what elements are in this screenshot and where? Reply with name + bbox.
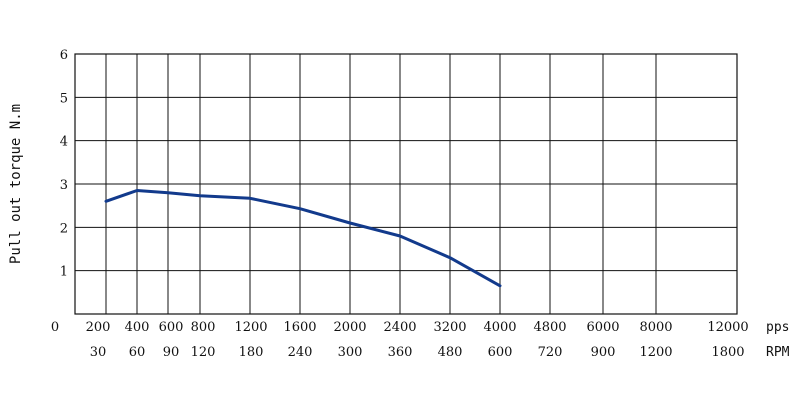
x-tick-label-rpm: 900: [591, 345, 616, 360]
x-tick-label-rpm: 30: [90, 345, 107, 360]
x-tick-label-pps: 600: [159, 320, 184, 335]
x-tick-label-pps: 800: [191, 320, 216, 335]
y-tick-label: 6: [60, 48, 68, 63]
x-tick-label-rpm: 90: [163, 345, 180, 360]
torque-curve: [104, 189, 502, 288]
y-tick-label: 3: [60, 178, 68, 193]
x-tick-label-pps: 8000: [639, 320, 672, 335]
y-tick-label: 2: [60, 221, 68, 236]
chart-grid: [75, 54, 737, 314]
y-tick-label: 5: [60, 91, 68, 106]
x-unit-pps: pps: [766, 320, 789, 335]
x-unit-rpm: RPM: [766, 345, 790, 360]
y-tick-label: 4: [60, 135, 68, 150]
x-tick-label-rpm: 1800: [711, 345, 744, 360]
x-tick-label-rpm: 720: [538, 345, 563, 360]
x-tick-label-rpm: 480: [438, 345, 463, 360]
x-tick-label-pps: 200: [86, 320, 111, 335]
x-tick-label-pps: 4800: [533, 320, 566, 335]
x-tick-label-rpm: 120: [191, 345, 216, 360]
y-tick-label: 1: [60, 265, 68, 280]
x-tick-label-pps: 1200: [234, 320, 267, 335]
x-tick-label-pps: 1600: [283, 320, 316, 335]
x-tick-label-pps: 400: [125, 320, 150, 335]
x-tick-label-pps: 6000: [586, 320, 619, 335]
y-axis-label: Pull out torque N.m: [8, 104, 24, 264]
series-layer: [104, 189, 502, 288]
x-tick-label-pps: 2000: [333, 320, 366, 335]
plot-frame: [74, 53, 738, 315]
x-tick-label-pps: 4000: [483, 320, 516, 335]
x-tick-label-rpm: 180: [239, 345, 264, 360]
x-tick-labels: 200 400 600 800 1200 1600 2000 2400 3200 4000 4800…: [86, 320, 749, 360]
x-tick-label-rpm: 60: [129, 345, 146, 360]
x-tick-label-pps: 3200: [433, 320, 466, 335]
x-tick-label-rpm: 360: [388, 345, 413, 360]
y-tick-labels: 1 2 3 4 5 6: [60, 48, 68, 280]
x-tick-label-rpm: 600: [488, 345, 513, 360]
x-tick-label-pps: 2400: [383, 320, 416, 335]
x-tick-label-rpm: 300: [338, 345, 363, 360]
x-tick-label-rpm: 240: [288, 345, 313, 360]
x-tick-label-pps: 12000: [707, 320, 748, 335]
x-tick-label-rpm: 1200: [639, 345, 672, 360]
y-zero-label: 0: [51, 320, 59, 335]
